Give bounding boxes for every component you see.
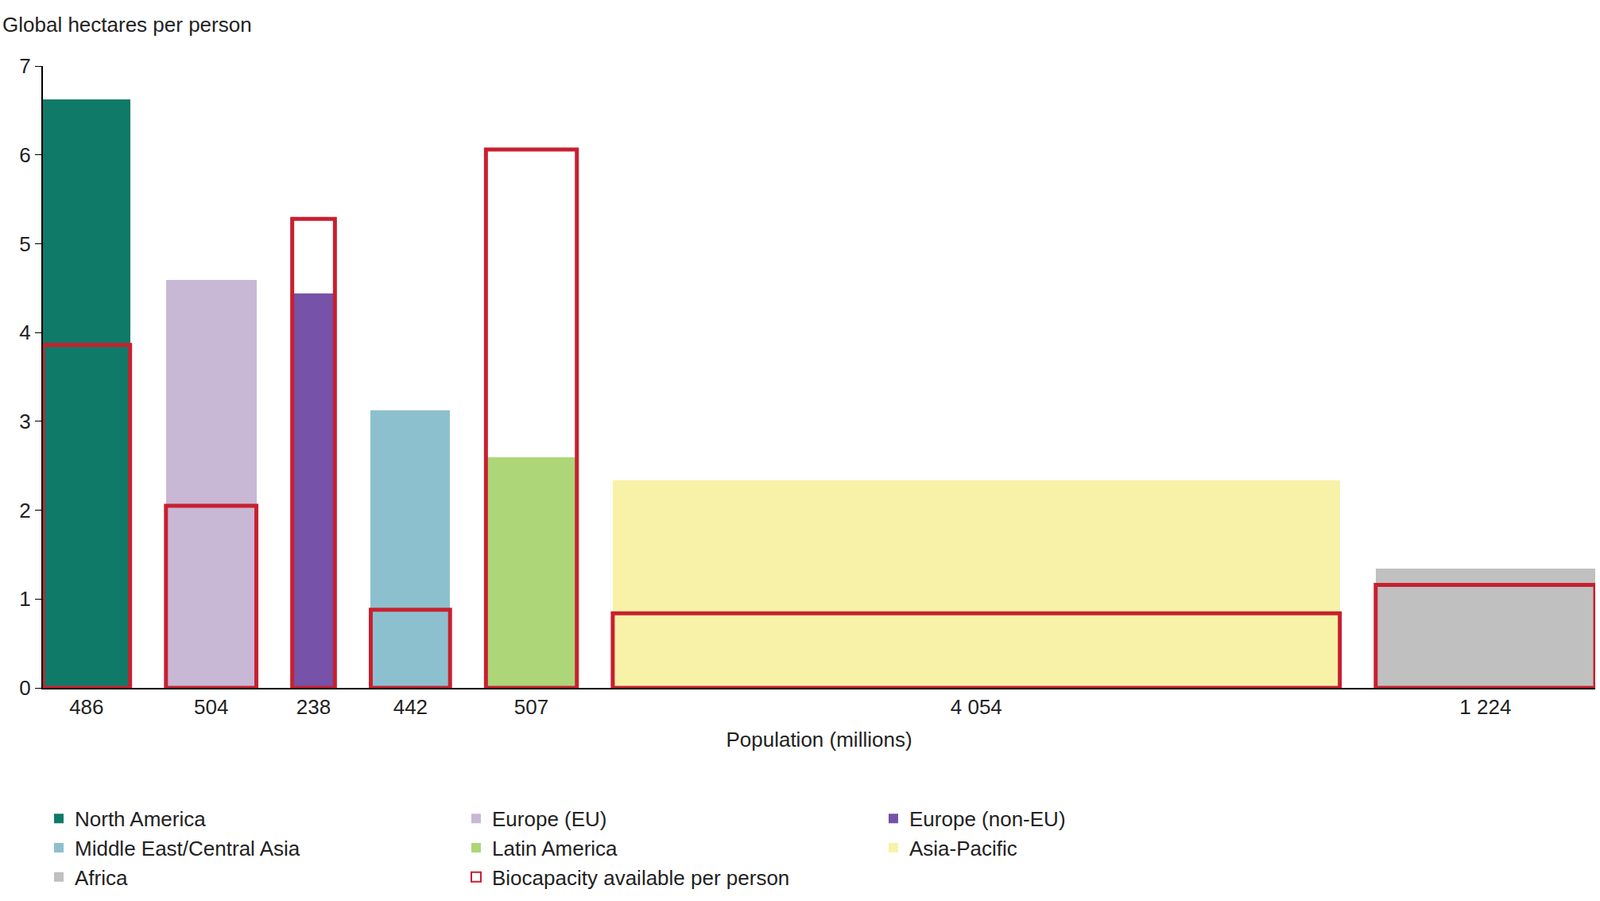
svg-text:4 054: 4 054 xyxy=(950,694,1003,719)
svg-text:Latin America: Latin America xyxy=(492,836,618,861)
svg-text:7: 7 xyxy=(19,54,31,78)
svg-text:Africa: Africa xyxy=(74,865,128,890)
svg-text:Asia-Pacific: Asia-Pacific xyxy=(909,836,1018,861)
svg-text:486: 486 xyxy=(69,694,104,719)
svg-text:442: 442 xyxy=(393,694,428,719)
svg-text:Population (millions): Population (millions) xyxy=(725,727,912,752)
svg-text:504: 504 xyxy=(193,694,229,719)
svg-text:Global hectares per person: Global hectares per person xyxy=(2,12,252,37)
svg-text:507: 507 xyxy=(514,694,549,719)
svg-text:1: 1 xyxy=(19,586,31,611)
svg-text:0: 0 xyxy=(19,675,31,700)
svg-text:5: 5 xyxy=(19,232,31,256)
svg-text:Europe (EU): Europe (EU) xyxy=(492,806,608,831)
svg-text:1 224: 1 224 xyxy=(1459,694,1511,719)
svg-text:Biocapacity available per pers: Biocapacity available per person xyxy=(492,865,790,890)
svg-text:3: 3 xyxy=(19,409,31,434)
svg-text:6: 6 xyxy=(19,143,31,167)
svg-text:4: 4 xyxy=(19,320,31,345)
svg-text:Middle East/Central Asia: Middle East/Central Asia xyxy=(74,836,301,861)
svg-text:North America: North America xyxy=(74,806,206,831)
svg-text:Europe (non-EU): Europe (non-EU) xyxy=(909,806,1066,831)
svg-text:2: 2 xyxy=(19,498,31,523)
svg-text:238: 238 xyxy=(296,694,331,719)
